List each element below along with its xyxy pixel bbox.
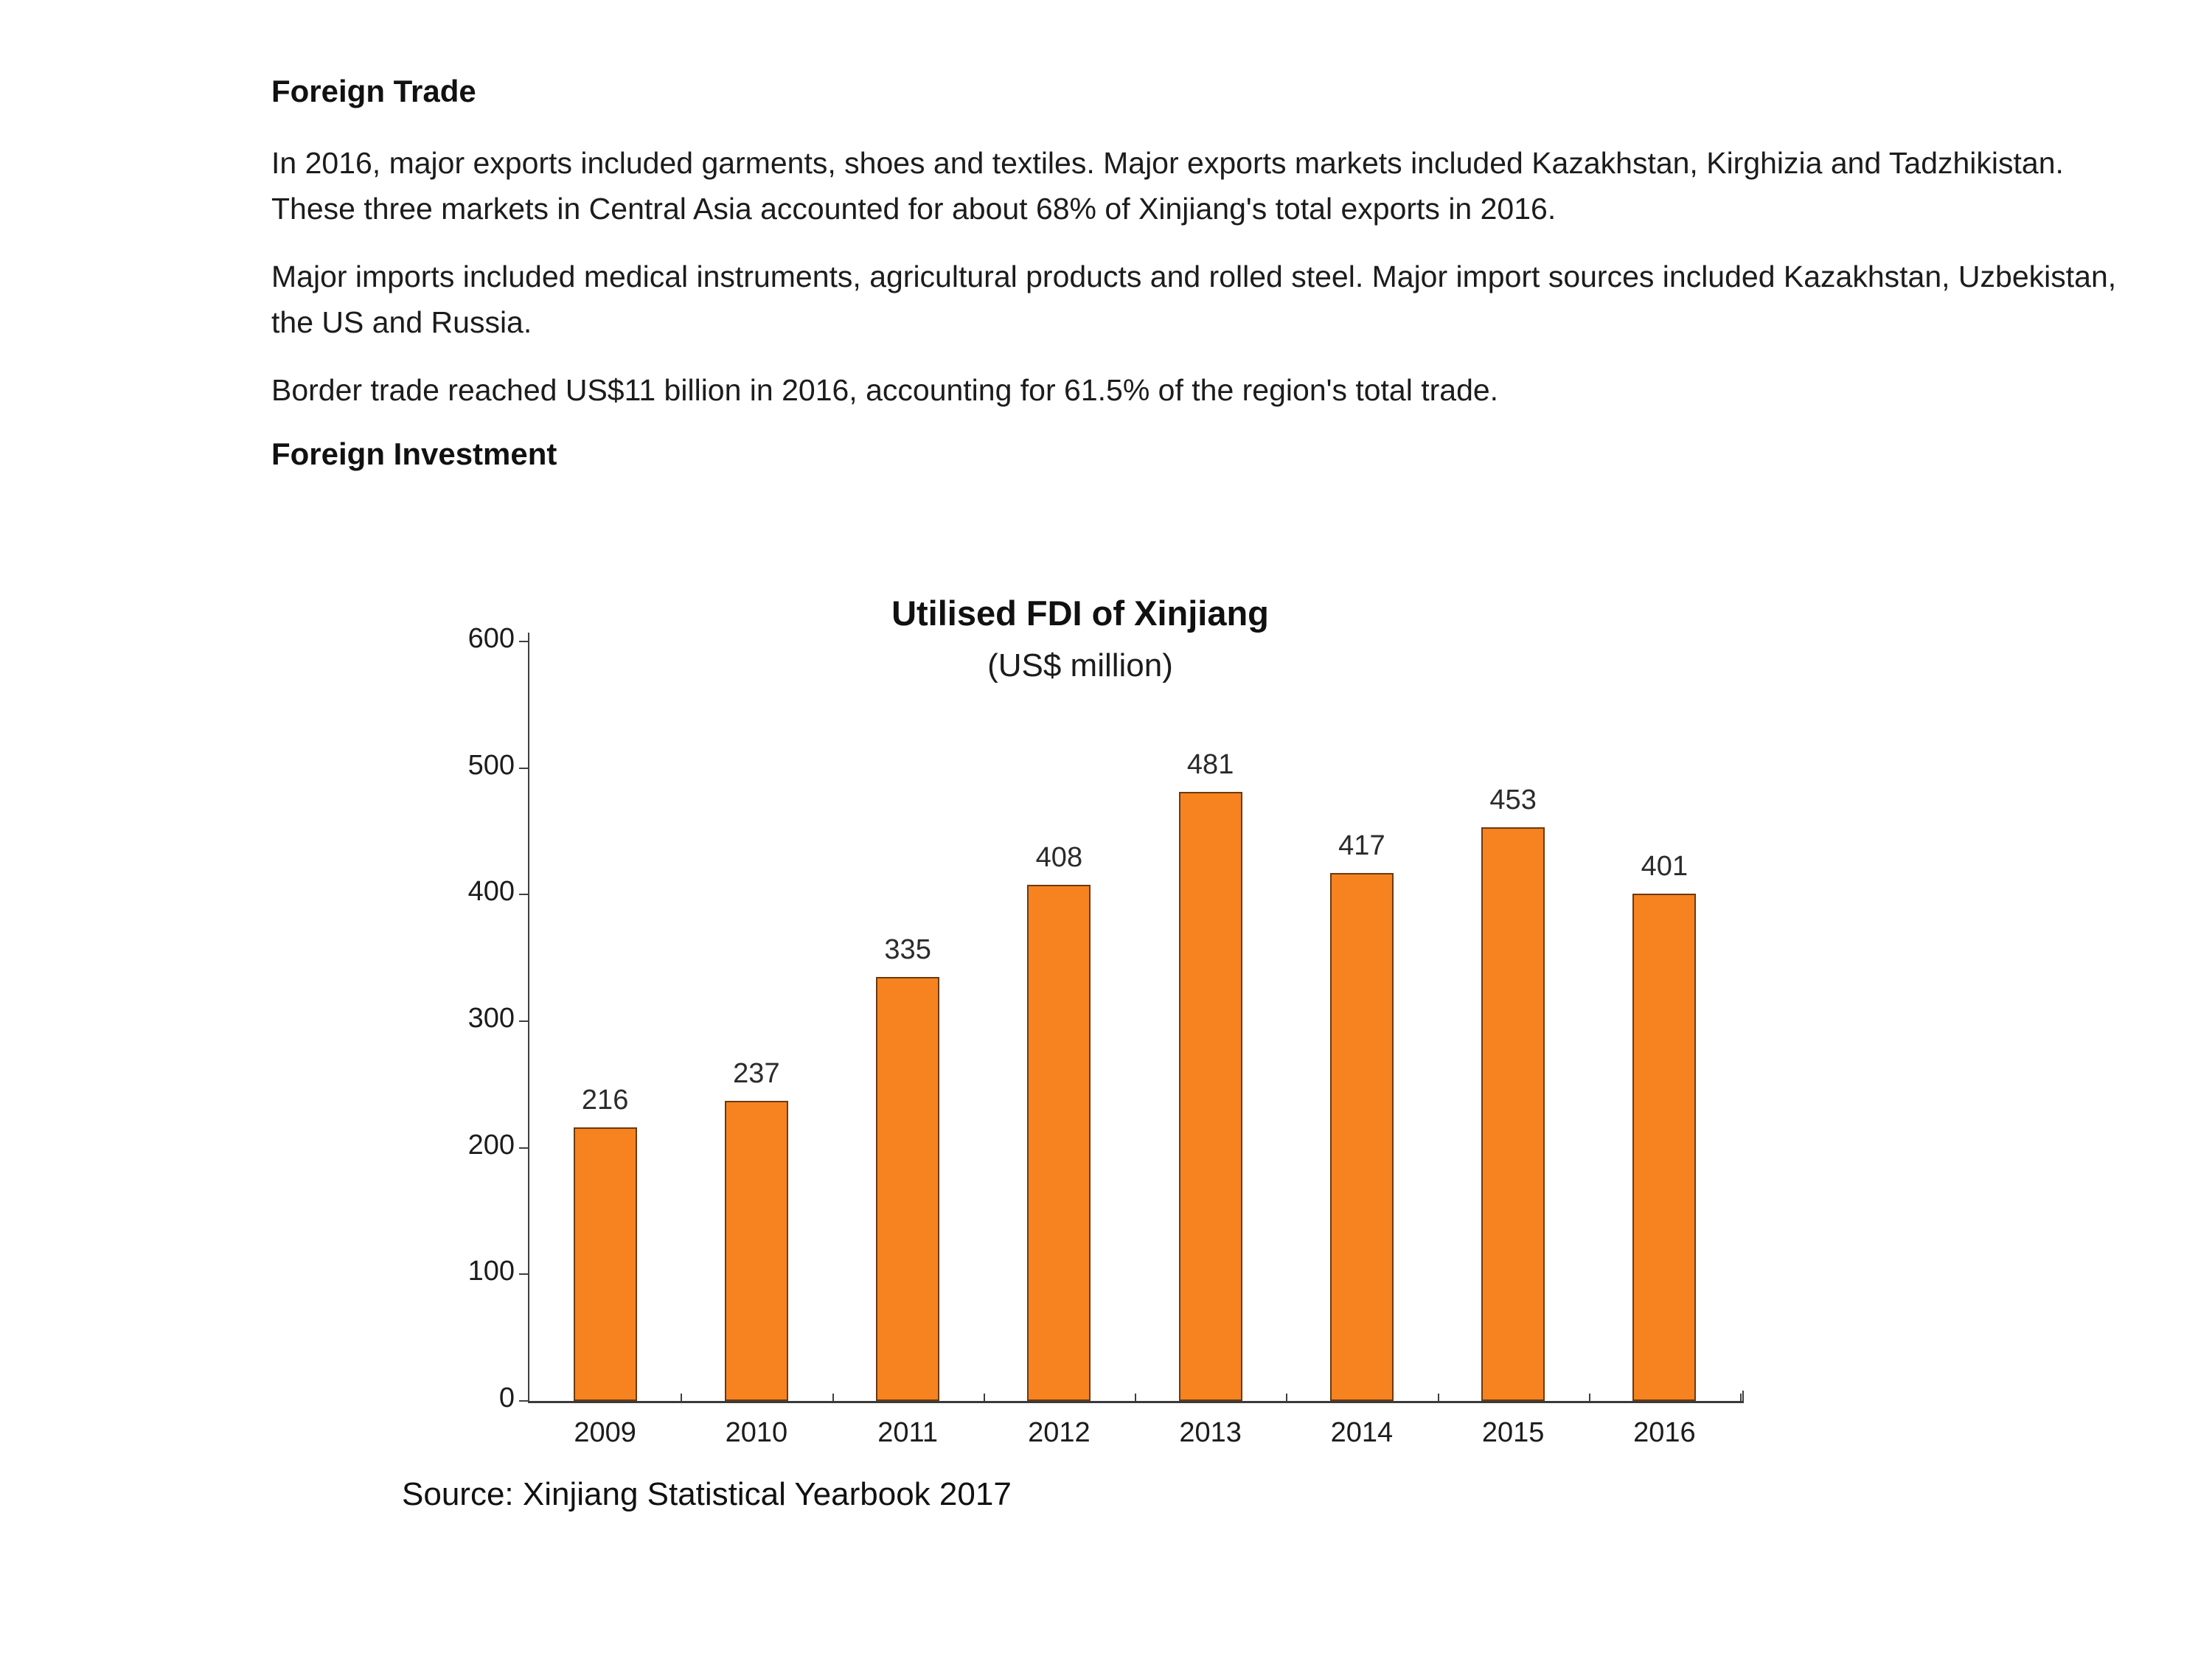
x-axis-category-label: 2016 — [1633, 1417, 1696, 1448]
bar-value-label: 481 — [1186, 749, 1234, 781]
x-axis-tick-mark — [1588, 1394, 1590, 1401]
paragraph-line: Border trade reached US$11 billion in 20… — [271, 373, 1499, 407]
y-axis-line — [528, 633, 529, 1401]
y-axis-tick-mark — [519, 1020, 529, 1022]
x-axis-category-label: 2014 — [1330, 1417, 1394, 1448]
bar-2015 — [1481, 827, 1545, 1401]
heading-foreign-trade: Foreign Trade — [271, 74, 476, 108]
x-axis-tick-mark — [1135, 1394, 1136, 1401]
paragraph-line: These three markets in Central Asia acco… — [271, 192, 1557, 226]
y-axis-tick-mark — [519, 1400, 529, 1402]
x-axis-category-label: 2011 — [877, 1417, 938, 1448]
x-axis-tick-mark — [1740, 1394, 1742, 1401]
x-axis-category-label: 2015 — [1481, 1417, 1545, 1448]
bar-value-label: 335 — [884, 933, 931, 965]
bar-value-label: 417 — [1338, 830, 1385, 862]
paragraph-exports: In 2016, major exports included garments… — [271, 140, 2064, 232]
bar-value-label: 401 — [1641, 850, 1688, 882]
y-axis-tick-mark — [519, 1273, 529, 1276]
y-axis-tick-label: 100 — [467, 1256, 515, 1287]
x-axis-tick-mark — [681, 1394, 683, 1401]
y-axis-tick-label: 400 — [467, 876, 515, 908]
x-axis-tick-mark — [983, 1394, 985, 1401]
paragraph-line: the US and Russia. — [271, 305, 532, 339]
x-axis-line — [528, 1401, 1744, 1403]
y-axis-tick-label: 600 — [467, 623, 515, 654]
y-axis-tick-mark — [519, 894, 529, 896]
x-axis-end-tick — [1742, 1391, 1744, 1401]
chart-title: Utilised FDI of Xinjiang — [891, 594, 1269, 633]
y-axis-tick-mark — [519, 767, 529, 769]
x-axis-tick-mark — [1286, 1394, 1288, 1401]
heading-foreign-investment: Foreign Investment — [271, 437, 557, 471]
x-axis-category-label: 2013 — [1179, 1417, 1242, 1448]
y-axis-tick-label: 0 — [498, 1382, 515, 1413]
paragraph-line: In 2016, major exports included garments… — [271, 146, 2064, 180]
bar-2011 — [876, 976, 940, 1401]
paragraph-border-trade: Border trade reached US$11 billion in 20… — [271, 367, 1498, 413]
x-axis-tick-mark — [1437, 1394, 1439, 1401]
chart-subtitle: (US$ million) — [987, 647, 1173, 684]
bar-value-label: 408 — [1035, 841, 1083, 873]
bar-2012 — [1027, 884, 1091, 1401]
bar-value-label: 237 — [733, 1058, 780, 1090]
x-axis-category-label: 2009 — [574, 1417, 636, 1448]
x-axis-category-label: 2010 — [725, 1417, 788, 1448]
x-axis-category-label: 2012 — [1028, 1417, 1091, 1448]
y-axis-tick-label: 200 — [467, 1129, 515, 1161]
y-axis-tick-mark — [519, 641, 529, 642]
bar-2010 — [724, 1101, 788, 1401]
paragraph-line: Major imports included medical instrumen… — [271, 260, 2117, 293]
y-axis-tick-label: 300 — [467, 1003, 515, 1034]
bar-2013 — [1178, 792, 1242, 1401]
chart-source: Source: Xinjiang Statistical Yearbook 20… — [402, 1476, 1012, 1512]
paragraph-imports: Major imports included medical instrumen… — [271, 254, 2116, 345]
y-axis-tick-mark — [519, 1147, 529, 1149]
bar-2016 — [1632, 893, 1697, 1401]
bar-2014 — [1329, 873, 1394, 1401]
bar-value-label: 216 — [581, 1085, 629, 1116]
bar-2009 — [573, 1127, 637, 1401]
y-axis-tick-label: 500 — [467, 749, 515, 781]
x-axis-tick-mark — [832, 1394, 834, 1401]
bar-value-label: 453 — [1489, 785, 1537, 816]
